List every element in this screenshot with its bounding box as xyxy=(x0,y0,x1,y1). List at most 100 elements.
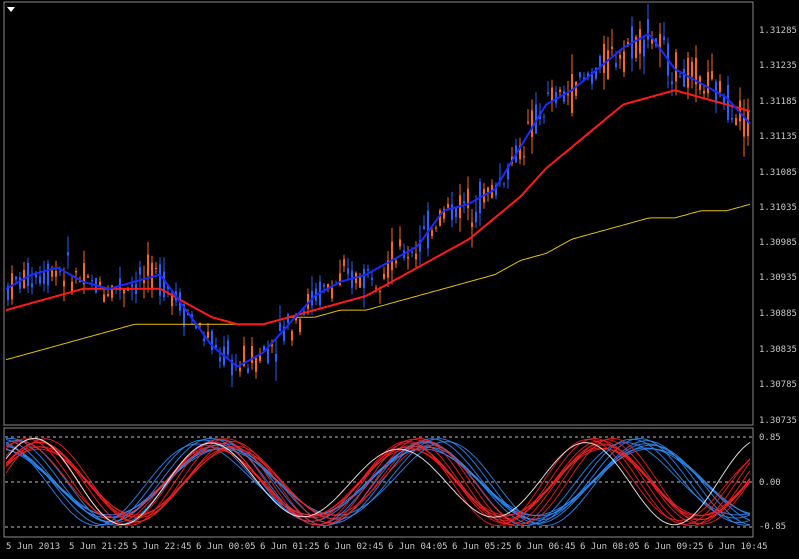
triangle-down-icon[interactable] xyxy=(7,7,15,12)
candle-body xyxy=(291,331,293,341)
candle-body xyxy=(607,50,609,79)
candle-body xyxy=(651,39,653,44)
candle-body xyxy=(259,353,261,361)
candle-body xyxy=(507,165,509,180)
candle-body xyxy=(687,57,689,88)
candle-body xyxy=(139,267,141,275)
candle-body xyxy=(435,227,437,229)
candle-body xyxy=(279,322,281,331)
candle-body xyxy=(399,239,401,247)
price-label: 1.30785 xyxy=(759,380,797,390)
candle-body xyxy=(59,271,61,273)
candle-body xyxy=(119,278,121,291)
candle-body xyxy=(503,183,505,185)
candle-body xyxy=(19,277,21,289)
candle-body xyxy=(639,29,641,54)
candle-body xyxy=(383,273,385,279)
candle-body xyxy=(707,72,709,94)
price-label: 1.31185 xyxy=(759,97,797,107)
ma-slow-line xyxy=(5,89,751,326)
candle-body xyxy=(463,200,465,204)
candle-body xyxy=(431,230,433,237)
candle-body xyxy=(743,117,745,137)
candle-body xyxy=(747,110,749,137)
candle-body xyxy=(467,188,469,209)
candle-body xyxy=(567,93,569,96)
indicator-label: 0.00 xyxy=(759,478,781,488)
time-label: 6 Jun 08:05 xyxy=(580,542,640,552)
candle-body xyxy=(487,187,489,193)
candle-body xyxy=(83,263,85,285)
oscillator-red-line xyxy=(5,438,751,527)
candle-body xyxy=(555,92,557,104)
time-label: 6 Jun 05:25 xyxy=(452,542,512,552)
price-axis: 1.31285 1.31235 1.31185 1.31135 1.31085 … xyxy=(759,26,797,426)
candle-body xyxy=(583,77,585,80)
candle-body xyxy=(635,36,637,58)
candle-body xyxy=(7,285,9,300)
time-label: 6 Jun 04:05 xyxy=(388,542,448,552)
candle-body xyxy=(495,184,497,196)
candle-body xyxy=(591,72,593,84)
candle-body xyxy=(571,74,573,113)
candle-body xyxy=(523,156,525,158)
indicator-label: -0.85 xyxy=(759,522,786,532)
candle-body xyxy=(603,43,605,73)
candle-body xyxy=(251,346,253,363)
main-pane-frame xyxy=(3,1,754,426)
candle-body xyxy=(323,284,325,287)
candle-body xyxy=(43,272,45,284)
candle-body xyxy=(219,357,221,362)
candle-body xyxy=(391,241,393,271)
price-label: 1.31035 xyxy=(759,203,797,213)
candle-body xyxy=(375,287,377,289)
time-axis: 5 Jun 2013 5 Jun 21:25 5 Jun 22:45 6 Jun… xyxy=(6,542,768,552)
time-label: 5 Jun 21:25 xyxy=(69,542,129,552)
candle-body xyxy=(215,344,217,348)
oscillator-red-line xyxy=(5,438,751,526)
candle-body xyxy=(371,277,373,280)
candle-body xyxy=(75,271,77,273)
candle-body xyxy=(339,273,341,285)
candle-body xyxy=(379,291,381,293)
price-label: 1.30835 xyxy=(759,345,797,355)
candle-body xyxy=(471,222,473,227)
candle-body xyxy=(211,330,213,350)
candle-body xyxy=(703,90,705,94)
candle-body xyxy=(307,294,309,309)
oscillator-red-line xyxy=(5,439,751,527)
candle-body xyxy=(727,85,729,120)
price-label: 1.30885 xyxy=(759,309,797,319)
candle-body xyxy=(271,344,273,347)
candle-body xyxy=(671,81,673,85)
candle-body xyxy=(415,253,417,260)
candle-body xyxy=(263,346,265,353)
price-label: 1.31285 xyxy=(759,26,797,36)
time-label: 6 Jun 00:05 xyxy=(196,542,256,552)
candle-body xyxy=(599,56,601,69)
candle-body xyxy=(91,280,93,282)
candle-body xyxy=(551,87,553,101)
candle-body xyxy=(595,67,597,79)
candle-body xyxy=(15,276,17,280)
candle-body xyxy=(107,294,109,296)
candle-body xyxy=(71,281,73,292)
candle-body xyxy=(647,19,649,40)
candle-body xyxy=(411,251,413,253)
candle-body xyxy=(283,326,285,341)
candle-body xyxy=(227,340,229,355)
candle-body xyxy=(643,39,645,57)
time-label: 6 Jun 06:45 xyxy=(516,542,576,552)
candle-body xyxy=(299,319,301,333)
oscillator-white-line xyxy=(5,437,751,526)
oscillator-red-line xyxy=(5,438,751,526)
candle-body xyxy=(147,254,149,276)
candle-body xyxy=(255,357,257,372)
indicator-label: 0.85 xyxy=(759,433,781,443)
candle-body xyxy=(327,284,329,290)
time-label: 6 Jun 02:45 xyxy=(324,542,384,552)
candle-body xyxy=(331,287,333,299)
candlestick-series xyxy=(7,4,749,388)
